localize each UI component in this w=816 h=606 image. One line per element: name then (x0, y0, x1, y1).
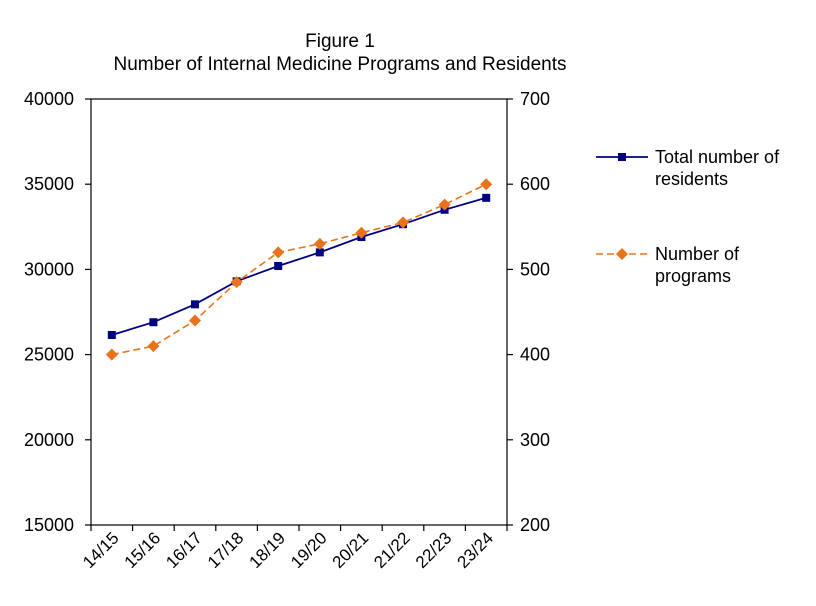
x-tick-label: 21/22 (370, 528, 414, 572)
data-point-square (274, 261, 283, 270)
x-tick-label: 17/18 (204, 528, 248, 572)
right-tick-label: 300 (520, 430, 550, 450)
left-tick-label: 15000 (24, 515, 74, 535)
x-tick-label: 15/16 (121, 528, 165, 572)
data-point-diamond (189, 314, 201, 327)
legend-label: Number of (655, 244, 740, 264)
x-tick-label: 20/21 (329, 528, 373, 572)
legend-label: programs (655, 266, 731, 286)
data-point-diamond (105, 348, 118, 361)
left-tick-label: 35000 (24, 174, 74, 194)
x-tick-label: 16/17 (162, 528, 206, 572)
x-tick-label: 19/20 (287, 528, 331, 572)
data-point-diamond (147, 340, 160, 353)
x-tick-label: 18/19 (246, 528, 290, 572)
legend-label: Total number of (655, 147, 780, 167)
data-point-diamond (313, 237, 326, 250)
data-point-square (315, 248, 324, 257)
chart-title: Figure 1 (305, 31, 375, 52)
x-tick-label: 22/23 (412, 528, 456, 572)
left-tick-label: 20000 (24, 430, 74, 450)
data-point-diamond (355, 226, 368, 239)
left-tick-label: 25000 (24, 345, 74, 365)
left-tick-label: 30000 (24, 259, 74, 279)
data-point-square (149, 318, 158, 327)
right-axis: 200 300 400 500 600 700 (507, 89, 550, 535)
right-tick-label: 600 (520, 174, 550, 194)
right-tick-label: 200 (520, 515, 550, 535)
series-layer (105, 178, 493, 361)
x-tick-label: 14/15 (79, 528, 123, 572)
data-point-diamond (480, 178, 493, 191)
x-tick-label: 23/24 (454, 528, 498, 572)
plot-area (90, 98, 508, 526)
data-point-diamond (230, 276, 243, 289)
right-tick-label: 500 (520, 259, 550, 279)
data-point-square (191, 300, 199, 309)
left-tick-label: 40000 (24, 89, 74, 109)
chart-subtitle: Number of Internal Medicine Programs and… (113, 54, 566, 75)
data-point-diamond (272, 246, 285, 259)
right-tick-label: 400 (520, 345, 550, 365)
legend-marker-diamond (616, 248, 628, 260)
x-axis: 14/1515/1616/1717/1818/1919/2020/2121/22… (79, 525, 508, 572)
series-line-1 (111, 183, 487, 356)
left-axis: 15000 20000 25000 30000 35000 40000 (24, 89, 91, 535)
legend-label: residents (655, 169, 728, 189)
right-tick-label: 700 (520, 89, 550, 109)
series-line-0 (111, 196, 487, 336)
data-point-diamond (438, 198, 451, 211)
data-point-square (107, 331, 116, 340)
data-point-square (482, 193, 491, 202)
legend-marker-square (618, 153, 626, 161)
data-point-diamond (397, 216, 409, 229)
